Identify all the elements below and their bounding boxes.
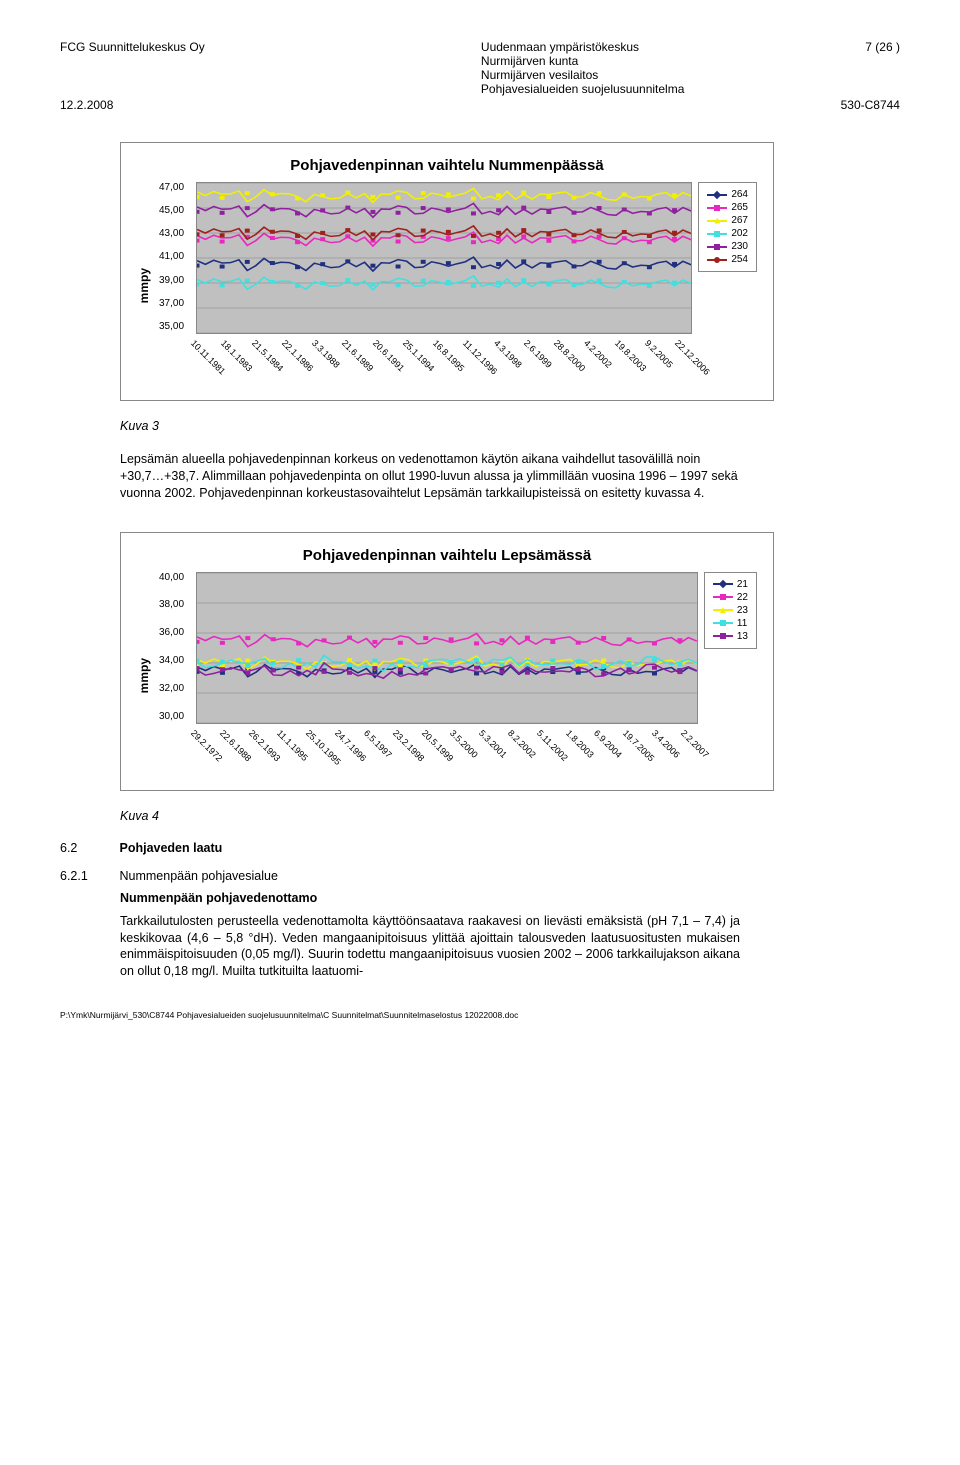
legend-item: 230 [707, 241, 748, 252]
org1: Uudenmaan ympäristökeskus [481, 40, 684, 54]
legend-label: 22 [737, 592, 748, 603]
chart2-box: Pohjavedenpinnan vaihtelu Lepsämässä mmp… [120, 532, 774, 791]
section-6-2-1: 6.2.1 Nummenpään pohjavesialue [60, 869, 900, 883]
org3: Nurmijärven vesilaitos [481, 68, 684, 82]
legend-item: 264 [707, 189, 748, 200]
section-6-2-title: Pohjaveden laatu [119, 841, 222, 855]
chart1-plot [196, 182, 692, 334]
legend-label: 265 [731, 202, 748, 213]
legend-label: 267 [731, 215, 748, 226]
doc-header: FCG Suunnittelukeskus Oy 12.2.2008 Uuden… [60, 40, 900, 112]
legend-item: 22 [713, 592, 748, 603]
legend-label: 11 [737, 618, 747, 629]
page-number: 7 (26 ) [841, 40, 900, 54]
chart2-title: Pohjavedenpinnan vaihtelu Lepsämässä [137, 547, 757, 564]
legend-item: 13 [713, 631, 748, 642]
company: FCG Suunnittelukeskus Oy [60, 40, 205, 54]
chart1-ylabel: mmpy [137, 268, 151, 303]
chart2-svg [197, 573, 697, 723]
header-right: 7 (26 ) 530-C8744 [841, 40, 900, 112]
section-6-2-1-title: Nummenpään pohjavesialue [119, 869, 277, 883]
legend-item: 11 [713, 618, 748, 629]
legend-label: 254 [731, 254, 748, 265]
header-center: Uudenmaan ympäristökeskus Nurmijärven ku… [481, 40, 684, 112]
legend-label: 264 [731, 189, 748, 200]
subhead: Nummenpään pohjavedenottamo [120, 891, 900, 905]
doc-code: 530-C8744 [841, 98, 900, 112]
doc-title: Pohjavesialueiden suojelusuunnitelma [481, 82, 684, 96]
chart2-plot [196, 572, 698, 724]
kuva4-label: Kuva 4 [120, 809, 900, 823]
chart1-svg [197, 183, 691, 333]
legend-item: 267 [707, 215, 748, 226]
org2: Nurmijärven kunta [481, 54, 684, 68]
section-6-2: 6.2 Pohjaveden laatu [60, 841, 900, 855]
chart2-xticks: 29.2.197222.6.198826.2.199311.1.199525.1… [196, 728, 696, 780]
section-6-2-num: 6.2 [60, 841, 116, 855]
chart1-xticks: 10.11.198118.1.198321.5.198422.1.19863.3… [196, 338, 690, 390]
chart1-legend: 264 265 267 202 230 254 [698, 182, 757, 272]
legend-label: 230 [731, 241, 748, 252]
para1: Lepsämän alueella pohjavedenpinnan korke… [120, 451, 740, 502]
chart2-legend: 21 22 23 11 13 [704, 572, 757, 649]
chart2-yticks: 40,0038,0036,0034,0032,0030,00 [159, 572, 188, 722]
header-left: FCG Suunnittelukeskus Oy 12.2.2008 [60, 40, 205, 112]
legend-item: 23 [713, 605, 748, 616]
chart1-title: Pohjavedenpinnan vaihtelu Nummenpäässä [137, 157, 757, 174]
chart2-ylabel: mmpy [137, 658, 151, 693]
legend-item: 254 [707, 254, 748, 265]
section-6-2-1-num: 6.2.1 [60, 869, 116, 883]
legend-item: 202 [707, 228, 748, 239]
kuva3-label: Kuva 3 [120, 419, 900, 433]
legend-label: 23 [737, 605, 748, 616]
doc-date: 12.2.2008 [60, 98, 205, 112]
legend-item: 265 [707, 202, 748, 213]
legend-item: 21 [713, 579, 748, 590]
legend-label: 13 [737, 631, 748, 642]
para2: Tarkkailutulosten perusteella vedenottam… [120, 913, 740, 981]
legend-label: 202 [731, 228, 748, 239]
footer-path: P:\Ymk\Nurmijärvi_530\C8744 Pohjavesialu… [60, 1010, 900, 1020]
chart1-box: Pohjavedenpinnan vaihtelu Nummenpäässä m… [120, 142, 774, 401]
legend-label: 21 [737, 579, 748, 590]
chart1-yticks: 47,0045,0043,0041,0039,0037,0035,00 [159, 182, 188, 332]
